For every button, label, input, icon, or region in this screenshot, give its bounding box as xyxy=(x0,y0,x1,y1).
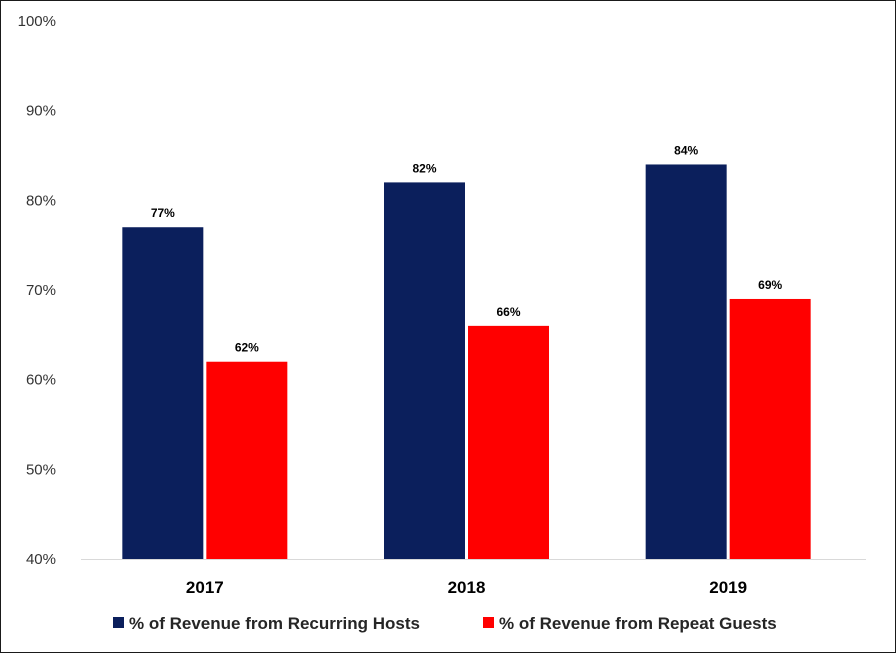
y-tick-label: 60% xyxy=(26,372,56,389)
legend-label: % of Revenue from Recurring Hosts xyxy=(129,614,420,633)
x-tick-label: 2018 xyxy=(448,578,486,597)
bar-repeat-guests-2019 xyxy=(729,298,811,559)
legend: % of Revenue from Recurring Hosts % of Re… xyxy=(113,614,777,633)
data-label: 84% xyxy=(674,143,698,157)
bars-layer: 77% 62% 82% 66% 84% 69% xyxy=(122,143,811,559)
y-tick-label: 40% xyxy=(26,551,56,568)
x-tick-label: 2017 xyxy=(186,578,224,597)
y-tick-label: 80% xyxy=(26,192,56,209)
y-tick-label: 50% xyxy=(26,461,56,478)
data-label: 62% xyxy=(235,341,259,355)
y-tick-label: 90% xyxy=(26,103,56,120)
data-label: 77% xyxy=(151,206,175,220)
bar-repeat-guests-2018 xyxy=(468,325,549,559)
x-tick-label: 2019 xyxy=(709,578,747,597)
bar-recurring-hosts-2018 xyxy=(384,182,465,559)
data-label: 66% xyxy=(496,305,520,319)
y-tick-label: 100% xyxy=(18,13,56,30)
data-label: 82% xyxy=(412,161,436,175)
legend-swatch xyxy=(483,617,494,628)
legend-label: % of Revenue from Repeat Guests xyxy=(499,614,777,633)
bar-repeat-guests-2017 xyxy=(206,361,288,559)
legend-swatch xyxy=(113,617,124,628)
bar-recurring-hosts-2017 xyxy=(122,227,204,559)
axis-layer: 40% 50% 60% 70% 80% 90% 100% 2017 2018 2019 xyxy=(18,13,866,597)
bar-recurring-hosts-2019 xyxy=(645,164,727,559)
y-tick-label: 70% xyxy=(26,282,56,299)
data-label: 69% xyxy=(758,278,782,292)
